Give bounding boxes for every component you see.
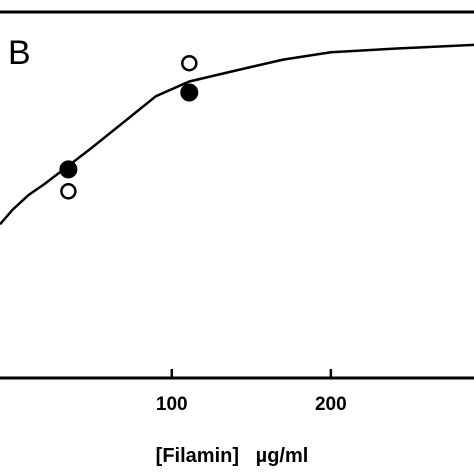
- x-tick-label-100: 100: [156, 394, 188, 415]
- filled-point-0: [59, 160, 78, 179]
- plot-frame: [0, 10, 474, 380]
- fit-curve: [0, 43, 474, 226]
- fit-curve-layer: [0, 43, 474, 226]
- data-points: [59, 54, 199, 200]
- open-point-1: [181, 54, 198, 72]
- filled-point-1: [180, 83, 199, 102]
- open-point-0: [60, 183, 77, 200]
- x-axis-label: [Filamin] µg/ml: [156, 445, 309, 467]
- panel-label: B: [8, 34, 31, 72]
- x-tick-label-200: 200: [315, 394, 347, 415]
- x-ticks: 100 200: [156, 369, 347, 415]
